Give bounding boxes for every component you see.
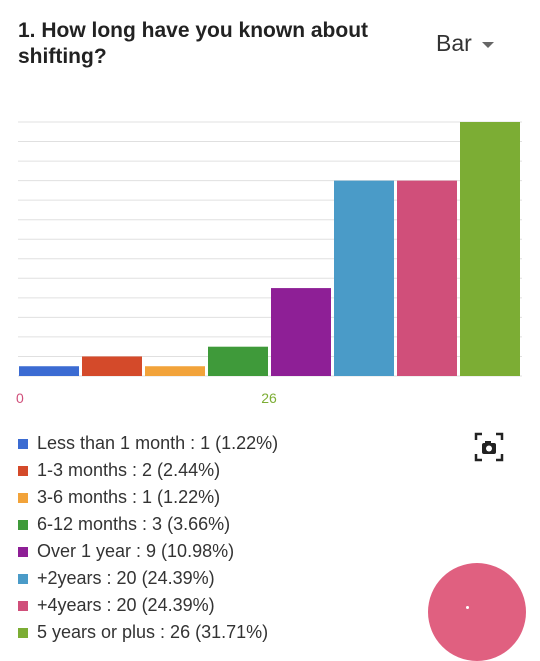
legend-item: +4years : 20 (24.39%)	[18, 592, 278, 619]
bar-chart: 0 26	[16, 121, 522, 406]
fab-button[interactable]	[428, 563, 526, 661]
legend-swatch	[18, 465, 28, 476]
legend-label: Less than 1 month : 1 (1.22%)	[37, 433, 279, 453]
legend-label: 5 years or plus : 26 (31.71%)	[37, 622, 269, 642]
legend-label: Over 1 year : 9 (10.98%)	[37, 541, 235, 561]
legend-item: Over 1 year : 9 (10.98%)	[18, 538, 278, 565]
bar-over-1-year[interactable]	[271, 288, 331, 376]
question-title: 1. How long have you known about shiftin…	[18, 19, 369, 68]
x-tick-label: 26	[261, 390, 277, 406]
bar--2years[interactable]	[334, 180, 394, 376]
fab-dot	[466, 606, 469, 609]
legend-swatch	[18, 627, 28, 638]
legend-label: +2years : 20 (24.39%)	[37, 568, 215, 588]
legend-swatch	[18, 600, 28, 611]
legend-label: 1-3 months : 2 (2.44%)	[37, 460, 221, 480]
x-tick-label: 0	[16, 390, 24, 406]
legend-swatch	[18, 492, 28, 503]
legend-item: +2years : 20 (24.39%)	[18, 565, 278, 592]
legend-swatch	[18, 519, 28, 530]
bar-3-6-months[interactable]	[145, 366, 205, 376]
chevron-down-icon	[481, 41, 494, 48]
legend-item: 3-6 months : 1 (1.22%)	[18, 484, 278, 511]
legend-item: 5 years or plus : 26 (31.71%)	[18, 619, 278, 646]
chart-legend: Less than 1 month : 1 (1.22%) 1-3 months…	[18, 430, 278, 646]
camera-icon[interactable]	[474, 432, 504, 462]
legend-swatch	[18, 438, 28, 449]
bar-1-3-months[interactable]	[82, 356, 142, 376]
legend-swatch	[18, 546, 28, 557]
legend-swatch	[18, 573, 28, 584]
legend-item: 6-12 months : 3 (3.66%)	[18, 511, 278, 538]
legend-label: 6-12 months : 3 (3.66%)	[37, 514, 231, 534]
bar-6-12-months[interactable]	[208, 346, 268, 376]
legend-item: 1-3 months : 2 (2.44%)	[18, 457, 278, 484]
chart-type-selector[interactable]: Bar	[436, 30, 494, 57]
bar-less-than-1-month[interactable]	[19, 366, 79, 376]
legend-label: +4years : 20 (24.39%)	[37, 595, 215, 615]
legend-item: Less than 1 month : 1 (1.22%)	[18, 430, 278, 457]
bar-5-years-or-plus[interactable]	[460, 122, 520, 376]
legend-label: 3-6 months : 1 (1.22%)	[37, 487, 221, 507]
chart-type-label: Bar	[436, 30, 472, 56]
bar--4years[interactable]	[397, 180, 457, 376]
